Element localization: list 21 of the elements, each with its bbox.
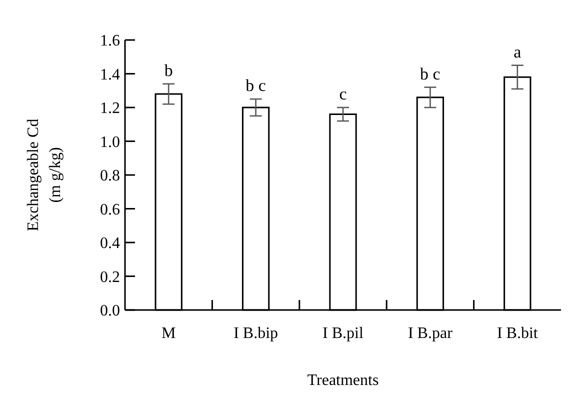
y-tick-label: 0.2 bbox=[100, 268, 120, 286]
annotation: b bbox=[164, 60, 173, 80]
y-tick-label: 0.8 bbox=[100, 168, 120, 185]
annotation: b c bbox=[246, 76, 266, 96]
y-tick-label: 0.4 bbox=[100, 235, 120, 252]
y-tick-label: 1.6 bbox=[100, 32, 120, 50]
y-tick-label: 1.4 bbox=[100, 66, 120, 84]
y-axis-title: Exchangeable Cd (m g/kg) bbox=[25, 118, 64, 232]
y-tick-label: 1.0 bbox=[100, 134, 120, 151]
annotation: a bbox=[514, 42, 522, 62]
x-tick-label: I B.pil bbox=[322, 325, 364, 342]
x-tick-label: I B.par bbox=[408, 325, 454, 342]
y-tick-label: 0.0 bbox=[100, 302, 120, 320]
x-axis-title: Treatments bbox=[307, 372, 379, 389]
x-tick-label: I B.bit bbox=[496, 325, 538, 342]
x-tick-label: I B.bip bbox=[234, 325, 278, 342]
annotation: c bbox=[339, 84, 348, 104]
y-tick-label: 0.6 bbox=[100, 201, 120, 218]
y-tick-label: 1.2 bbox=[100, 100, 120, 118]
annotation: b c bbox=[420, 64, 441, 84]
x-tick-label: M bbox=[161, 325, 176, 342]
